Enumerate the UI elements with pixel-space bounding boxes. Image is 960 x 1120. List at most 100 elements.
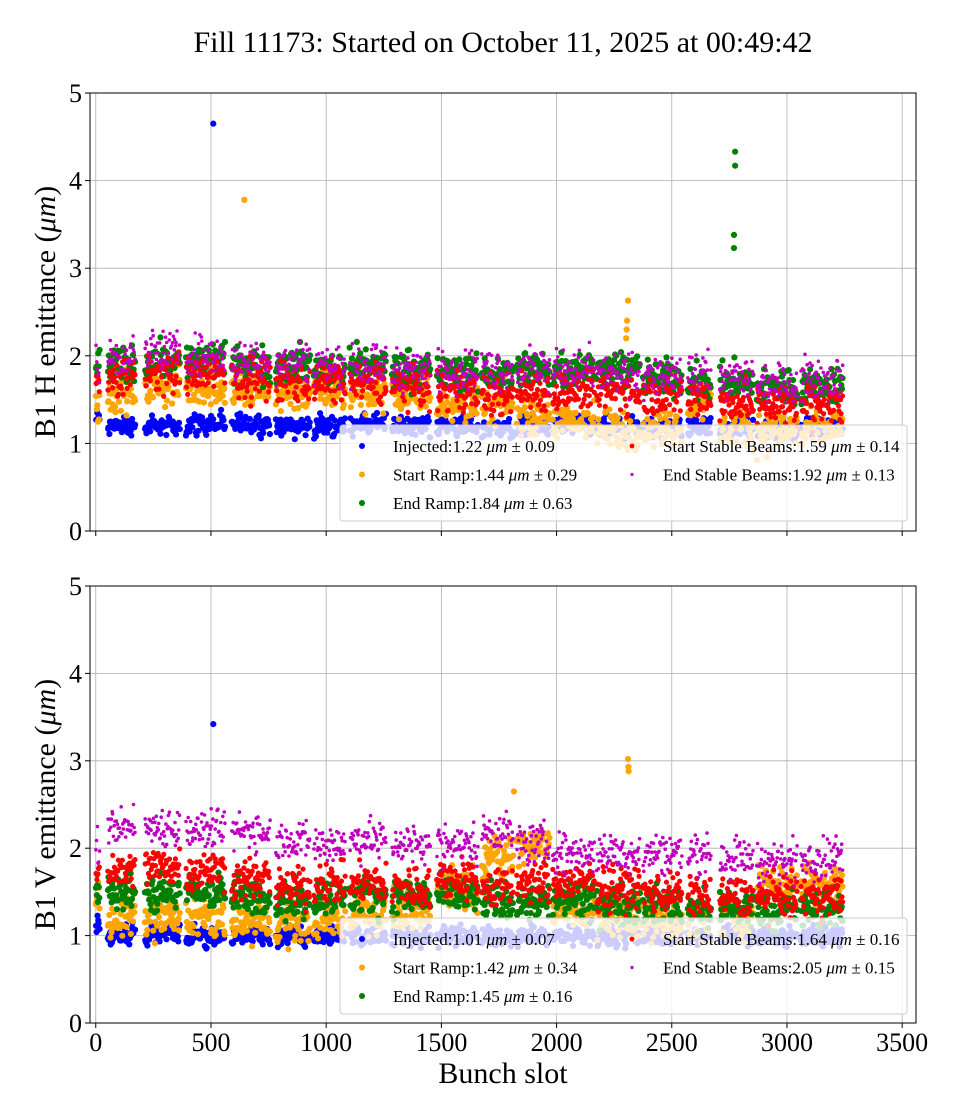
data-point [210,341,214,345]
data-point [575,396,582,402]
data-point [294,393,300,399]
data-point [489,353,494,358]
data-point [789,377,797,384]
data-point [396,380,400,385]
data-point [456,356,463,363]
y-axis-label-text: B1 H emittance ( [29,232,62,438]
data-point [117,355,122,360]
data-point [123,352,127,356]
data-point [662,405,668,411]
data-point [474,388,481,395]
data-point [153,344,158,349]
data-point [688,401,694,407]
data-point [555,370,559,375]
data-point [166,351,171,356]
data-point [282,383,289,389]
data-point [824,384,828,388]
data-point [508,409,514,415]
data-point [306,419,313,426]
data-point [655,365,660,370]
data-point [741,389,746,393]
data-point [807,366,814,373]
data-point [457,377,462,381]
data-point [274,388,280,394]
data-point [283,362,287,367]
outlier-point [210,120,217,127]
data-point [609,380,613,384]
data-point [673,413,680,420]
data-point [587,340,592,345]
data-point [576,355,581,360]
data-point [150,359,154,364]
data-point [695,376,699,380]
data-point [424,366,428,371]
data-point [126,361,131,366]
y-tick-label: 1 [69,429,82,458]
data-point [489,401,495,407]
data-point [425,353,430,358]
y-tick-label: 3 [69,254,82,283]
data-point [213,369,217,373]
data-point [94,912,101,919]
data-point [762,391,767,395]
data-point [143,346,147,351]
data-point [455,382,460,387]
data-point [106,379,112,385]
data-point [216,355,220,360]
data-point [316,352,321,356]
data-point [145,398,152,405]
data-point [717,418,723,424]
data-point [340,401,347,408]
data-point [242,394,248,401]
data-point [400,394,406,400]
data-point [421,398,427,404]
data-point [406,356,410,360]
data-point [679,387,685,393]
data-point [550,401,557,407]
data-point [358,355,363,360]
data-point [462,402,468,408]
data-point [647,389,654,395]
data-point [596,396,602,403]
data-point [523,371,527,376]
data-point [306,380,310,384]
data-point [693,367,698,372]
data-point [552,367,557,371]
data-point [574,368,579,373]
data-point [172,378,179,384]
data-point [326,374,330,379]
data-point [149,394,156,401]
data-point [306,423,313,430]
data-point [347,404,354,411]
legend-label: Start Stable Beams:1.59 μm ± 0.14 [663,437,900,456]
data-point [147,378,153,384]
data-point [337,383,342,387]
data-point [688,406,694,412]
data-point [594,393,600,399]
data-point [615,387,619,392]
data-point [551,391,557,397]
data-point [704,382,709,386]
data-point [582,392,589,398]
data-point [493,365,498,370]
y-axis-label-unit: μm [29,196,62,234]
data-point [157,430,164,437]
data-point [124,398,131,405]
data-point [348,355,355,362]
data-point [425,418,432,425]
data-point [435,408,441,414]
data-point [791,399,795,404]
data-point [236,395,242,401]
data-point [694,353,698,357]
legend-series-name: Start Stable Beams:1.59 [663,437,831,456]
data-point [496,356,501,360]
data-point [266,389,272,395]
data-point [835,359,840,363]
data-point [331,417,338,424]
data-point [112,409,119,416]
data-point [350,341,355,346]
data-point [516,373,520,377]
data-point [95,920,102,927]
data-point [667,379,671,384]
data-point [658,360,663,364]
